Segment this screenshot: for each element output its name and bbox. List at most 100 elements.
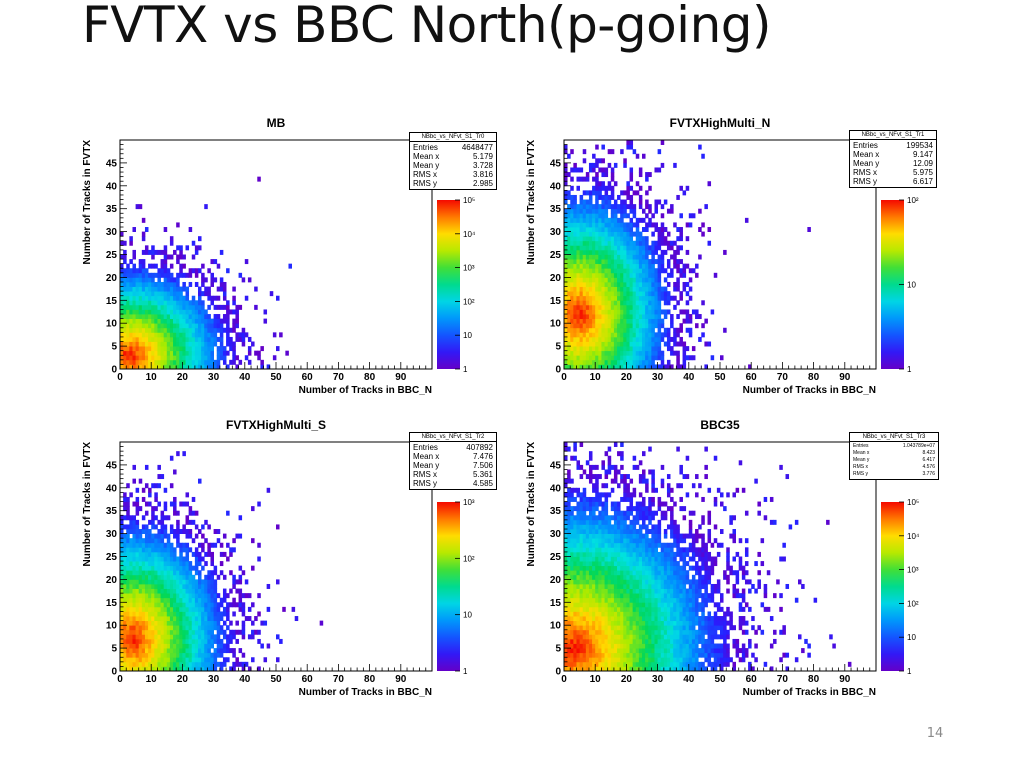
histogram-bin bbox=[129, 551, 133, 557]
histogram-bin bbox=[188, 359, 193, 365]
histogram-bin bbox=[573, 556, 577, 562]
histogram-bin bbox=[595, 236, 599, 242]
histogram-bin bbox=[135, 551, 140, 557]
histogram-bin bbox=[648, 277, 652, 283]
x-tick-label: 80 bbox=[364, 372, 376, 383]
histogram-bin bbox=[198, 606, 202, 612]
histogram-bin bbox=[232, 629, 236, 635]
histogram-bin bbox=[141, 588, 146, 594]
histogram-bin bbox=[173, 634, 177, 640]
histogram-bin bbox=[251, 657, 255, 663]
histogram-bin bbox=[166, 588, 171, 594]
histogram-bin bbox=[579, 300, 584, 306]
histogram-bin bbox=[166, 593, 171, 599]
histogram-bin bbox=[126, 643, 130, 649]
histogram-bin bbox=[564, 364, 568, 370]
histogram-bin bbox=[626, 629, 630, 635]
histogram-bin bbox=[188, 648, 193, 654]
histogram-bin bbox=[567, 638, 571, 644]
histogram-bin bbox=[216, 327, 221, 333]
histogram-bin bbox=[188, 327, 193, 333]
histogram-bin bbox=[179, 643, 183, 649]
histogram-bin bbox=[194, 510, 199, 516]
histogram-bin bbox=[160, 268, 165, 274]
histogram-bin bbox=[635, 236, 640, 242]
histogram-bin bbox=[604, 314, 609, 320]
histogram-bin bbox=[573, 199, 577, 205]
histogram-bin bbox=[169, 602, 174, 608]
histogram-bin bbox=[135, 574, 140, 580]
histogram-bin bbox=[635, 579, 640, 585]
histogram-bin bbox=[585, 213, 590, 219]
histogram-bin bbox=[194, 620, 199, 626]
histogram-bin bbox=[623, 474, 627, 480]
histogram-bin bbox=[129, 314, 133, 320]
histogram-bin bbox=[576, 556, 580, 562]
histogram-bin bbox=[570, 364, 574, 370]
histogram-bin bbox=[629, 249, 634, 255]
histogram-bin bbox=[169, 634, 174, 640]
histogram-bin bbox=[610, 318, 615, 324]
histogram-bin bbox=[679, 336, 683, 342]
histogram-bin bbox=[564, 318, 568, 324]
histogram-bin bbox=[632, 327, 637, 333]
histogram-bin bbox=[151, 332, 155, 338]
histogram-bin bbox=[129, 570, 133, 576]
histogram-bin bbox=[179, 364, 183, 370]
histogram-bin bbox=[176, 291, 180, 297]
histogram-bin bbox=[592, 227, 596, 232]
histogram-bin bbox=[163, 245, 168, 251]
histogram-bin bbox=[585, 204, 590, 210]
histogram-bin bbox=[132, 643, 136, 649]
histogram-bin bbox=[607, 300, 612, 306]
histogram-bin bbox=[144, 245, 149, 251]
histogram-bin bbox=[635, 661, 640, 667]
histogram-bin bbox=[201, 565, 205, 571]
histogram-bin bbox=[601, 208, 605, 214]
histogram-bin bbox=[198, 478, 202, 484]
histogram-bin bbox=[216, 643, 221, 649]
histogram-bin bbox=[185, 327, 190, 333]
histogram-bin bbox=[698, 314, 702, 320]
histogram-bin bbox=[222, 634, 227, 640]
histogram-bin bbox=[216, 286, 221, 292]
histogram-bin bbox=[132, 291, 136, 297]
histogram-bin bbox=[151, 625, 155, 631]
histogram-bin bbox=[144, 268, 149, 274]
stat-value: 7.506 bbox=[472, 461, 493, 470]
histogram-bin bbox=[188, 336, 193, 342]
histogram-bin bbox=[191, 538, 196, 544]
histogram-bin bbox=[204, 346, 208, 352]
histogram-bin bbox=[610, 529, 615, 534]
histogram-bin bbox=[135, 616, 140, 622]
histogram-bin bbox=[573, 542, 577, 548]
histogram-bin bbox=[588, 350, 593, 356]
histogram-bin bbox=[567, 506, 571, 512]
histogram-bin bbox=[720, 355, 724, 361]
histogram-bin bbox=[169, 661, 174, 667]
histogram-bin bbox=[663, 364, 668, 370]
histogram-bin bbox=[579, 551, 584, 557]
histogram-bin bbox=[670, 346, 674, 352]
histogram-bin bbox=[629, 579, 634, 585]
histogram-bin bbox=[635, 190, 640, 196]
histogram-bin bbox=[567, 263, 571, 269]
histogram-bin bbox=[247, 634, 252, 640]
histogram-bin bbox=[654, 300, 658, 306]
histogram-bin bbox=[157, 542, 161, 548]
histogram-bin bbox=[564, 455, 568, 461]
histogram-bin bbox=[585, 620, 590, 626]
histogram-bin bbox=[642, 643, 646, 649]
histogram-bin bbox=[132, 341, 136, 347]
histogram-bin bbox=[151, 314, 155, 320]
histogram-bin bbox=[188, 268, 193, 274]
histogram-bin bbox=[182, 359, 186, 365]
histogram-bin bbox=[638, 515, 643, 521]
histogram-bin bbox=[620, 231, 624, 237]
histogram-bin bbox=[610, 217, 615, 223]
histogram-bin bbox=[607, 355, 612, 361]
histogram-bin bbox=[642, 652, 646, 658]
histogram-bin bbox=[213, 336, 218, 342]
histogram-bin bbox=[144, 529, 149, 534]
histogram-bin bbox=[120, 327, 124, 333]
